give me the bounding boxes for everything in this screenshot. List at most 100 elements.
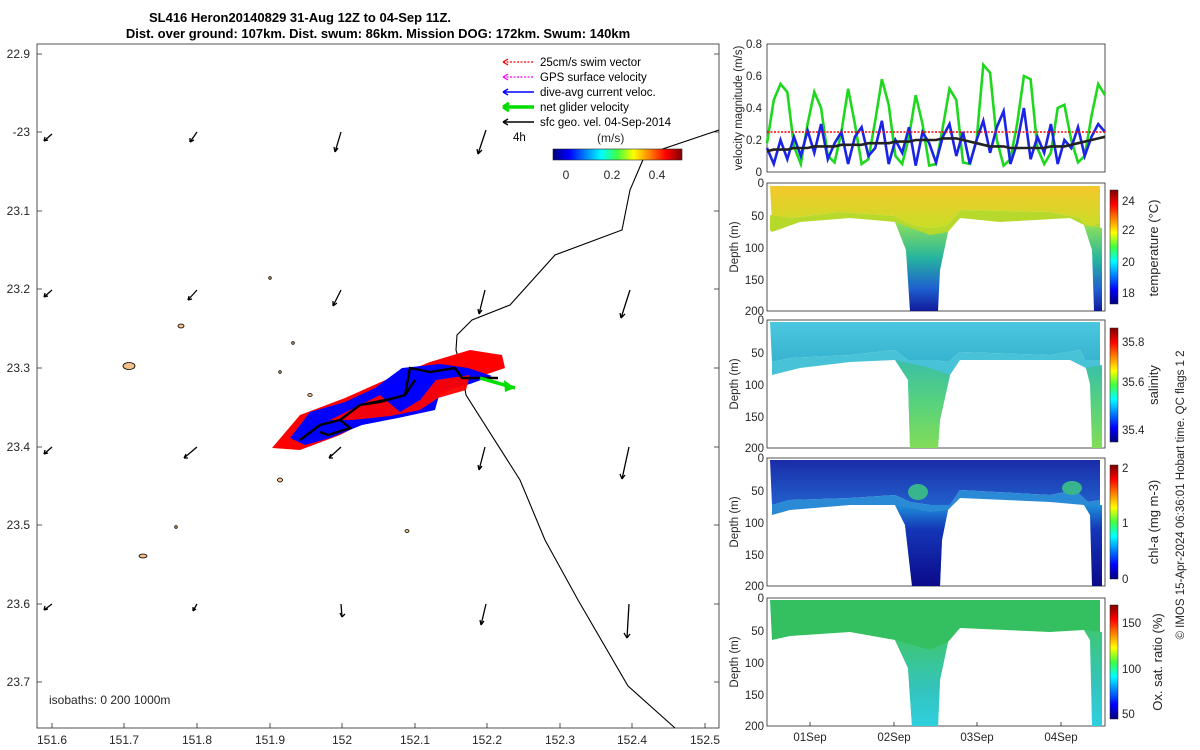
depth-tick: 150 <box>745 412 764 424</box>
colorbar-tick: 0.4 <box>649 168 666 182</box>
salinity-cbar-tick: 35.4 <box>1122 425 1145 437</box>
reef <box>277 477 283 483</box>
depth-tick: 100 <box>745 243 764 255</box>
temperature-cbar-tick: 24 <box>1122 196 1135 208</box>
map-x-tick: 152.5 <box>690 733 720 747</box>
sfc-arrow <box>619 289 631 319</box>
depth-tick: 200 <box>745 443 764 455</box>
map-y-tick: -23 <box>13 125 31 139</box>
oxygen-deep-plume <box>895 640 948 726</box>
depth-tick: 200 <box>745 306 764 318</box>
reef <box>291 341 295 345</box>
chlorophyll-deep-plume <box>1084 505 1102 586</box>
sfc-velocity-arrows <box>43 129 631 639</box>
map-y-tick: 23.2 <box>7 282 31 296</box>
colorbar-gradient <box>552 148 683 161</box>
colorbar-unit: (m/s) <box>597 131 624 145</box>
reef <box>138 553 148 559</box>
oxygen-colorbar <box>1109 604 1119 720</box>
credit-text: © IMOS 15-Apr-2024 06:36:01 Hobart time.… <box>1175 350 1187 639</box>
depth-tick: 0 <box>758 315 764 327</box>
velocity-y-tick: 0.6 <box>746 71 762 83</box>
map-y-tick: 22.9 <box>7 47 31 61</box>
velocity-y-tick: 0 <box>756 167 762 179</box>
sfc-arrow <box>333 131 342 153</box>
depth-tick: 200 <box>745 721 764 733</box>
glider-path <box>299 366 498 441</box>
salinity-cbar-tick: 35.8 <box>1122 337 1144 349</box>
map-x-tick: 151.6 <box>37 733 67 747</box>
depth-label: Depth (m) <box>729 636 741 687</box>
map-y-tick: 23.4 <box>7 440 31 454</box>
chlorophyll-cbar-tick: 2 <box>1122 463 1128 475</box>
salinity-cbar-tick: 35.6 <box>1122 377 1144 389</box>
depth-label: Depth (m) <box>729 358 741 409</box>
legend-swim: 25cm/s swim vector <box>540 57 641 69</box>
sfc-arrow <box>328 446 342 459</box>
oxygen-section: 150 100 50 Ox. sat. ratio (%) <box>766 597 1165 727</box>
temperature-colorbar <box>1109 189 1119 305</box>
time-tick: 04Sep <box>1044 732 1077 744</box>
depth-tick: 100 <box>745 518 764 530</box>
chlorophyll-label: chl-a (mg m-3) <box>1146 480 1161 565</box>
map-y-tick: 23.1 <box>7 204 31 218</box>
time-tick: 01Sep <box>793 732 826 744</box>
sfc-arrow <box>332 289 342 307</box>
velocity-axes-box <box>766 43 1106 173</box>
depth-axes: 0 50 100 150 200 Depth (m) 0 50 100 150 … <box>729 178 764 733</box>
colorbar-tick: 0 <box>563 168 570 182</box>
title-line-2: Dist. over ground: 107km. Dist. swum: 86… <box>126 26 630 41</box>
swim-vectors <box>330 375 470 420</box>
oxygen-cbar-tick: 150 <box>1122 618 1141 630</box>
isobath-note: isobaths: 0 200 1000m <box>49 693 170 707</box>
oxygen-cbar-tick: 50 <box>1122 709 1135 721</box>
temperature-cbar-tick: 20 <box>1122 257 1135 269</box>
velocity-series-sfc-geo-vel- <box>766 135 1106 153</box>
sfc-arrow <box>187 289 198 301</box>
map-x-tick: 152 <box>332 733 352 747</box>
chlorophyll-colorbar <box>1109 464 1119 580</box>
time-tick: 02Sep <box>877 732 910 744</box>
net-velocity-head <box>504 380 515 392</box>
oxygen-deep-plume <box>1084 630 1102 726</box>
chlorophyll-cbar-tick: 0 <box>1122 574 1128 586</box>
sfc-arrow <box>479 603 487 626</box>
depth-tick: 150 <box>745 690 764 702</box>
velocity-y-label: velocity magnitude (m/s) <box>733 46 745 171</box>
map-x-tick: 151.7 <box>109 733 139 747</box>
salinity-colorbar <box>1109 327 1119 443</box>
salinity-deep-plume <box>1086 365 1102 448</box>
map-x-ticks: 151.6 151.7 151.8 151.9 152 152.1 152.2 … <box>37 723 720 747</box>
velocity-y-tick: 0.4 <box>746 103 763 115</box>
salinity-label: salinity <box>1146 365 1161 405</box>
map-panel: SL416 Heron20140829 31-Aug 12Z to 04-Sep… <box>7 10 721 747</box>
salinity-deep-plume <box>895 360 950 448</box>
depth-tick: 0 <box>758 453 764 465</box>
legend-net: net glider velocity <box>540 102 629 114</box>
sfc-arrow <box>43 289 53 298</box>
sfc-arrow <box>192 603 198 612</box>
sfc-arrow <box>623 603 631 639</box>
map-y-ticks: 22.9 -23 23.1 23.2 23.3 23.4 23.5 23.6 2… <box>7 47 719 689</box>
chlorophyll-section: 2 1 0 chl-a (mg m-3) <box>766 457 1161 587</box>
temperature-deep-plume <box>1084 225 1102 311</box>
reef <box>404 529 410 533</box>
map-x-tick: 152.3 <box>545 733 575 747</box>
map-x-tick: 152.1 <box>400 733 430 747</box>
sfc-arrow <box>477 446 486 471</box>
depth-tick: 150 <box>745 550 764 562</box>
time-axis: 01Sep 02Sep 03Sep 04Sep <box>793 722 1078 744</box>
depth-tick: 0 <box>758 593 764 605</box>
depth-tick: 0 <box>758 178 764 190</box>
legend-current: dive-avg current veloc. <box>540 87 656 99</box>
map-legend: 25cm/s swim vector GPS surface velocity … <box>502 57 672 129</box>
glider-track <box>272 350 516 450</box>
map-x-tick: 152.2 <box>472 733 502 747</box>
oxygen-cbar-tick: 100 <box>1122 664 1141 676</box>
depth-label: Depth (m) <box>729 496 741 547</box>
map-y-tick: 23.5 <box>7 518 31 532</box>
temperature-label: temperature (°C) <box>1146 200 1161 297</box>
reef <box>122 362 136 370</box>
sfc-arrow <box>43 603 53 611</box>
